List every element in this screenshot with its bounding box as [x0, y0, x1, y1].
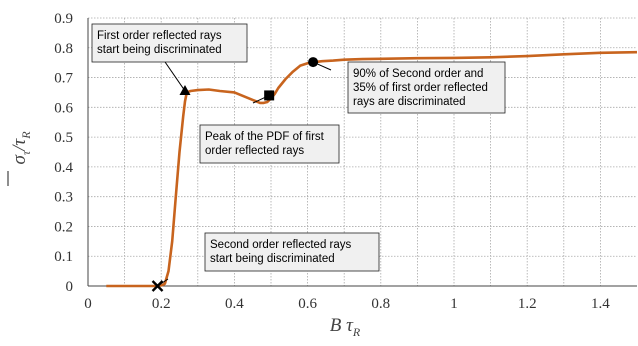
- x-tick-label: 0.2: [152, 296, 171, 312]
- marker-x: [151, 280, 164, 292]
- marker-circle: [308, 57, 319, 68]
- x-tick-label: 1: [450, 296, 458, 312]
- series-line: [106, 50, 638, 288]
- y-tick-label: 0.4: [54, 160, 73, 176]
- annotation-text: Second order reflected rays: [210, 239, 352, 251]
- annotation-box: [347, 61, 506, 114]
- annotation-text: rays are discriminated: [353, 96, 465, 108]
- annotation-callout: Peak of the PDF of first order reflected …: [199, 124, 340, 164]
- annotation-layer: First order reflected rays start being di…: [91, 23, 506, 272]
- annotation-callout: 90% of Second order and 35% of first orde…: [347, 61, 506, 114]
- annotation-box: [91, 23, 248, 63]
- annotation-text: start being discriminated: [97, 44, 222, 56]
- annotation-callout: Second order reflected rays start being d…: [204, 232, 380, 272]
- y-tick-label: 0: [66, 279, 74, 295]
- marker-triangle: [179, 84, 191, 95]
- x-tick-label: 0.4: [225, 296, 244, 312]
- x-tick-label: 1.2: [518, 296, 537, 312]
- marker-square: [264, 90, 275, 101]
- y-tick-label: 0.9: [54, 11, 73, 27]
- y-tick-label: 0.7: [54, 71, 73, 87]
- annotation-box: [199, 124, 340, 164]
- annotation-callout: First order reflected rays start being di…: [91, 23, 248, 63]
- annotation-text: start being discriminated: [210, 253, 335, 265]
- x-tick-label: 0: [84, 296, 92, 312]
- annotation-text: 35% of first order reflected: [353, 82, 488, 94]
- x-axis-title: B τR: [330, 315, 361, 339]
- annotation-box: [204, 232, 380, 272]
- annotation-text: Peak of the PDF of first: [205, 131, 325, 143]
- y-tick-label: 0.8: [54, 41, 73, 57]
- y-tick-label: 0.1: [54, 249, 73, 265]
- line-layer: [106, 50, 638, 288]
- annotation-leader: [162, 58, 186, 92]
- annotation-text: order reflected rays: [205, 145, 304, 157]
- y-axis-title: στ/τR: [7, 131, 33, 186]
- x-tick-label: 0.8: [371, 296, 390, 312]
- annotation-text: First order reflected rays: [97, 30, 222, 42]
- marker-layer: [151, 57, 319, 292]
- y-tick-label: 0.2: [54, 219, 73, 235]
- svg-text:στ/τR: στ/τR: [9, 131, 33, 165]
- x-tick-label: 0.6: [298, 296, 317, 312]
- tick-layer: 0 0.2 0.4 0.6 0.8 1 1.2 1.4 0 0.1 0.2 0.3 0.4 0.5 0.6 0…: [54, 11, 610, 312]
- x-tick-label: 1.4: [591, 296, 610, 312]
- y-tick-label: 0.5: [54, 130, 73, 146]
- y-tick-label: 0.6: [54, 100, 73, 116]
- y-tick-label: 0.3: [54, 190, 73, 206]
- annotation-text: 90% of Second order and: [353, 68, 483, 80]
